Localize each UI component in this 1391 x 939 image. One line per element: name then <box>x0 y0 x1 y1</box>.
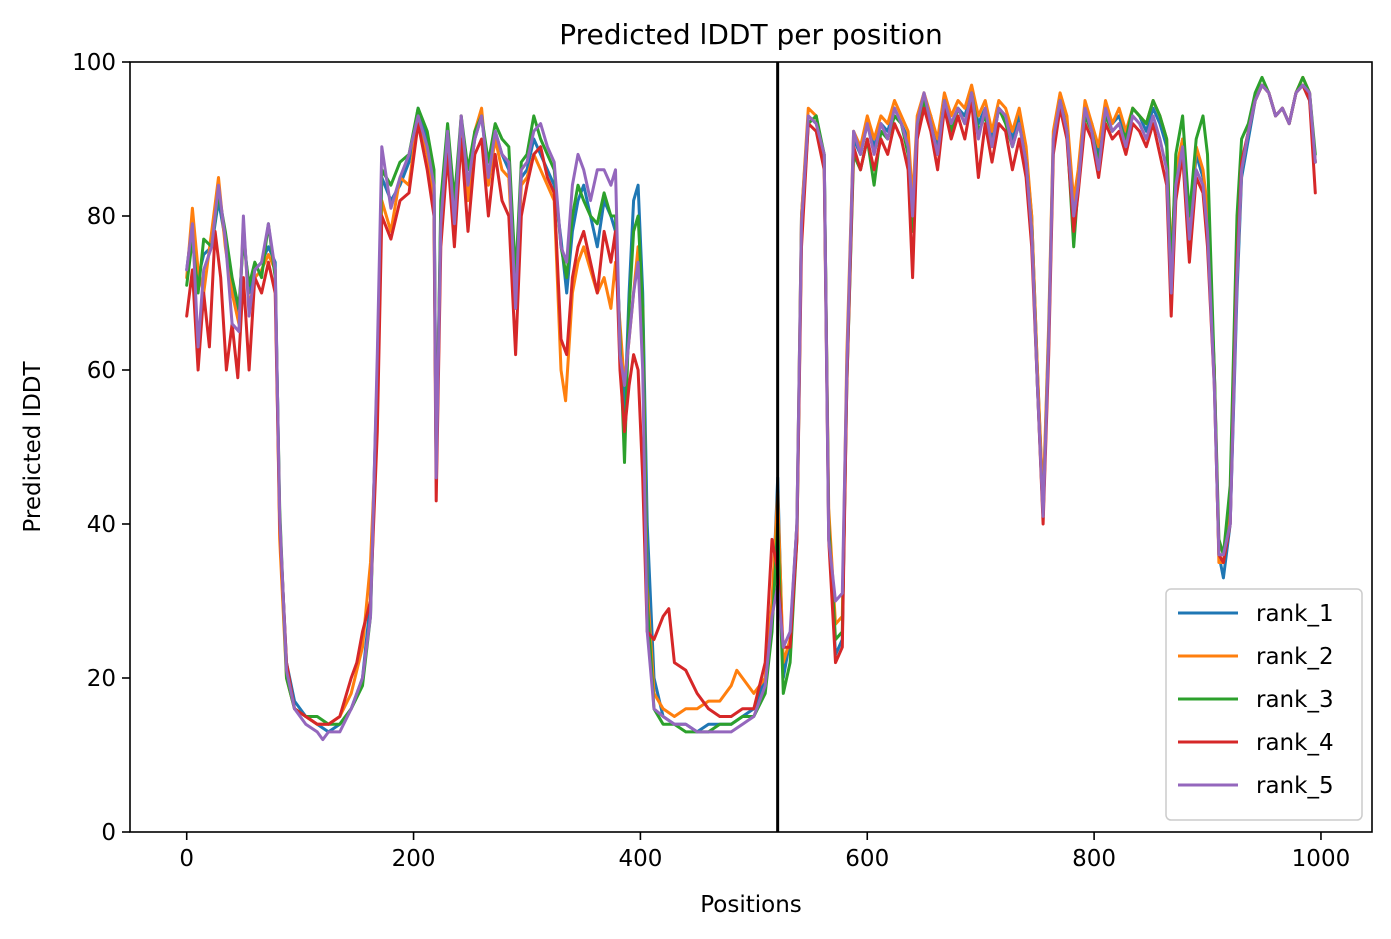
y-tick-label: 100 <box>72 50 116 76</box>
legend-label-rank-3: rank_3 <box>1256 687 1334 713</box>
y-axis-label: Predicted lDDT <box>20 360 46 532</box>
y-axis-ticks: 0 20 40 60 80 100 <box>72 50 130 846</box>
x-axis-label: Positions <box>700 892 802 918</box>
x-tick-label: 600 <box>845 846 889 872</box>
y-tick-label: 80 <box>87 204 116 230</box>
legend-label-rank-2: rank_2 <box>1256 644 1334 670</box>
y-tick-label: 0 <box>101 820 116 846</box>
legend-label-rank-1: rank_1 <box>1256 601 1334 627</box>
x-tick-label: 1000 <box>1292 846 1351 872</box>
series-line-rank-5 <box>185 83 1317 742</box>
series-line-rank-3 <box>185 75 1317 734</box>
legend-label-rank-5: rank_5 <box>1256 773 1334 799</box>
legend-box <box>1165 588 1363 821</box>
legend: rank_1 rank_2 rank_3 rank_4 rank_5 <box>1165 588 1363 821</box>
y-tick-label: 40 <box>87 512 116 538</box>
x-tick-label: 800 <box>1072 846 1116 872</box>
y-tick-label: 20 <box>87 666 116 692</box>
plot-frame <box>129 61 1373 833</box>
chart-title: Predicted lDDT per position <box>559 18 943 51</box>
x-tick-label: 400 <box>618 846 662 872</box>
x-tick-label: 200 <box>392 846 436 872</box>
x-axis-ticks: 0 200 400 600 800 1000 <box>179 832 1350 872</box>
x-tick-label: 0 <box>179 846 194 872</box>
y-tick-label: 60 <box>87 358 116 384</box>
legend-label-rank-4: rank_4 <box>1256 730 1334 756</box>
